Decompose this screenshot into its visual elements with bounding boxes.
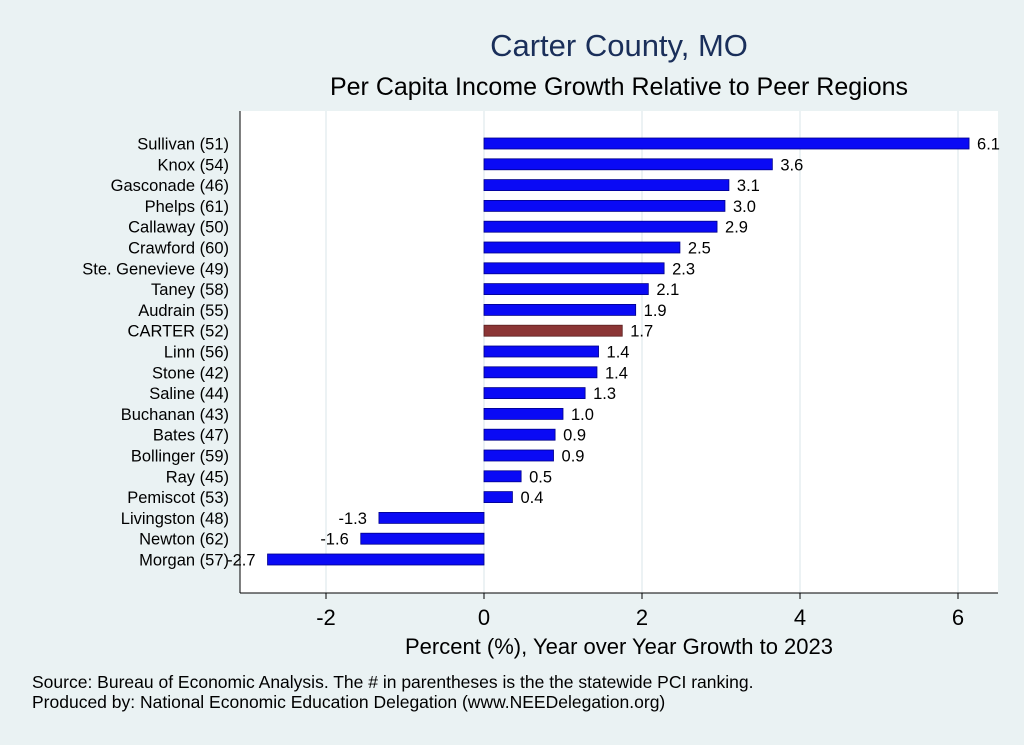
category-label: Crawford (60) <box>128 240 229 258</box>
category-label: Buchanan (43) <box>121 406 229 424</box>
data-label: -2.7 <box>227 552 255 570</box>
bar <box>483 470 522 483</box>
bar <box>483 262 665 275</box>
data-labels: 6.13.63.13.02.92.52.32.11.91.71.41.41.31… <box>227 136 1000 570</box>
x-tick-label: 2 <box>636 605 648 630</box>
data-label: 1.9 <box>644 302 667 320</box>
source-note: Source: Bureau of Economic Analysis. The… <box>32 672 754 692</box>
category-label: Morgan (57) <box>139 552 229 570</box>
data-label: 2.1 <box>656 281 679 299</box>
bar <box>267 553 485 566</box>
bar <box>360 532 485 545</box>
x-tick-label: 4 <box>794 605 806 630</box>
producer-note: Produced by: National Economic Education… <box>32 692 666 712</box>
category-label: Callaway (50) <box>128 219 229 237</box>
bar <box>483 428 556 441</box>
x-axis-label: Percent (%), Year over Year Growth to 20… <box>404 634 834 659</box>
data-label: 0.5 <box>529 468 552 486</box>
category-label: Gasconade (46) <box>111 177 229 195</box>
bar <box>483 199 726 212</box>
category-label: Livingston (48) <box>121 510 229 528</box>
data-label: 0.4 <box>520 489 543 507</box>
data-label: 1.7 <box>630 323 653 341</box>
bar <box>483 241 681 254</box>
data-label: 0.9 <box>562 448 585 466</box>
chart-title: Carter County, MO <box>490 28 748 63</box>
category-label: Phelps (61) <box>145 198 229 216</box>
data-label: 2.3 <box>672 260 695 278</box>
bars <box>267 137 970 566</box>
data-label: 1.0 <box>571 406 594 424</box>
x-tick-label: 6 <box>952 605 964 630</box>
bar <box>483 158 773 171</box>
bar <box>483 387 586 400</box>
category-label: Audrain (55) <box>138 302 229 320</box>
chart-subtitle: Per Capita Income Growth Relative to Pee… <box>329 73 909 101</box>
bar <box>483 345 599 358</box>
bar <box>378 512 485 524</box>
bar <box>483 491 513 504</box>
category-label: Bollinger (59) <box>131 448 229 466</box>
data-label: 0.9 <box>563 427 586 445</box>
category-label: Linn (56) <box>164 344 229 362</box>
category-label: Newton (62) <box>139 531 229 549</box>
category-label: Knox (54) <box>157 156 229 174</box>
bar <box>483 220 718 233</box>
data-label: 1.3 <box>593 385 616 403</box>
bar <box>483 303 637 316</box>
data-label: 2.5 <box>688 240 711 258</box>
bar <box>483 283 649 296</box>
x-tick-label: 0 <box>478 605 490 630</box>
category-label: Ray (45) <box>166 468 229 486</box>
bar <box>483 324 623 337</box>
category-label: Sullivan (51) <box>137 136 229 154</box>
x-tick-label: -2 <box>316 605 336 630</box>
category-label: Stone (42) <box>152 364 229 382</box>
bar <box>483 179 730 192</box>
bar <box>483 449 554 462</box>
data-label: 2.9 <box>725 219 748 237</box>
bar <box>483 137 970 150</box>
category-labels: Sullivan (51) Knox (54) Gasconade (46) Phel… <box>82 136 229 570</box>
data-label: 3.0 <box>733 198 756 216</box>
data-label: 1.4 <box>605 364 628 382</box>
data-label: 6.1 <box>977 136 1000 154</box>
axes: -2 0 2 4 6 <box>239 111 998 630</box>
category-label: Saline (44) <box>149 385 229 403</box>
category-label: Ste. Genevieve (49) <box>82 260 229 278</box>
category-label: Taney (58) <box>151 281 229 299</box>
bar <box>483 366 598 379</box>
category-label: Pemiscot (53) <box>127 489 229 507</box>
bar <box>483 407 564 420</box>
category-label: CARTER (52) <box>128 323 229 341</box>
category-label: Bates (47) <box>153 427 229 445</box>
data-label: 3.1 <box>737 177 760 195</box>
data-label: -1.6 <box>320 531 348 549</box>
data-label: -1.3 <box>338 510 366 528</box>
plot-area <box>240 111 998 593</box>
data-label: 1.4 <box>607 344 630 362</box>
data-label: 3.6 <box>780 156 803 174</box>
